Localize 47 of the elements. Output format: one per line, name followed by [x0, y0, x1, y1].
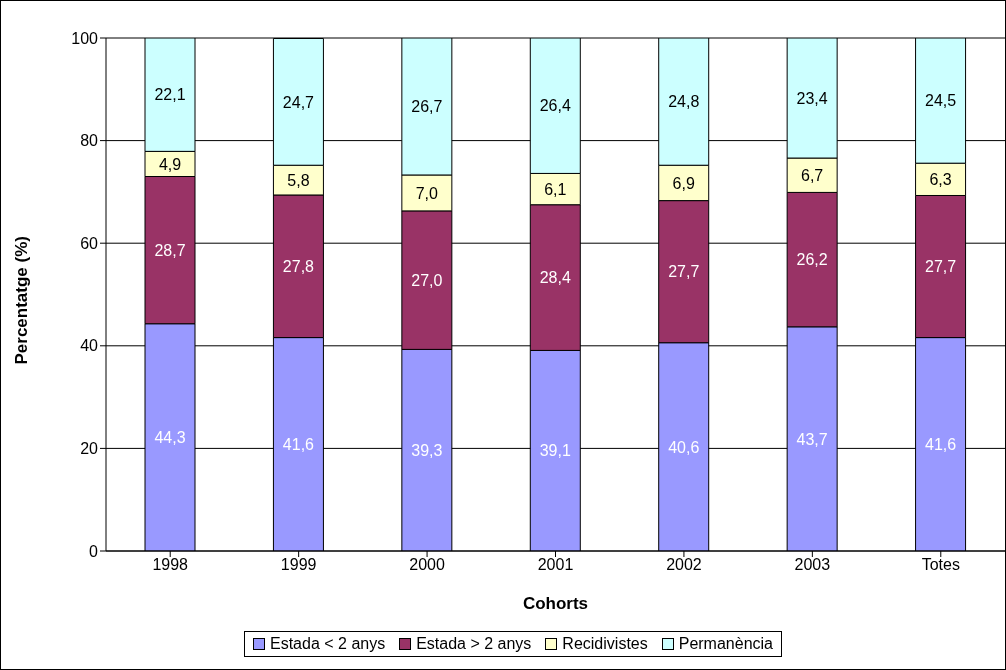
data-label: 27,7 [925, 258, 957, 276]
x-tick-label: Totes [921, 556, 960, 574]
data-label: 26,2 [796, 251, 828, 269]
y-tick-label: 0 [89, 542, 99, 560]
data-label: 6,3 [929, 171, 952, 189]
y-tick-label: 40 [80, 337, 99, 355]
data-label: 27,8 [282, 257, 315, 275]
data-label: 41,6 [925, 435, 957, 453]
y-tick-label: 80 [80, 132, 99, 150]
data-label: 40,6 [668, 438, 700, 456]
data-label: 7,0 [415, 184, 439, 202]
data-label: 4,9 [158, 155, 182, 173]
data-label: 44,3 [154, 429, 186, 447]
legend-label: Recidivistes [562, 635, 648, 653]
data-label: 24,8 [668, 93, 700, 111]
data-label: 43,7 [796, 430, 828, 448]
x-tick-label: 2000 [409, 556, 445, 574]
legend-label: Permanència [678, 635, 773, 653]
y-tick-label: 100 [71, 29, 99, 47]
y-tick-label: 60 [80, 234, 99, 252]
data-label: 26,4 [539, 97, 571, 115]
data-label: 24,7 [282, 93, 315, 111]
x-tick-label: 1999 [280, 556, 317, 574]
x-tick-label: 2002 [666, 556, 702, 574]
legend-label: Estada > 2 anys [416, 635, 532, 653]
x-tick-label: 2001 [537, 556, 574, 574]
data-label: 23,4 [796, 89, 828, 107]
data-label: 6,9 [672, 174, 695, 192]
y-axis-title: Percentatge (%) [12, 236, 32, 365]
legend-label: Estada < 2 anys [269, 635, 386, 653]
data-label: 28,4 [539, 269, 571, 287]
data-label: 22,1 [154, 86, 186, 104]
x-tick-label: 1998 [152, 556, 189, 574]
data-label: 26,7 [411, 98, 443, 116]
data-label: 24,5 [925, 92, 957, 110]
x-tick-label: 2003 [794, 556, 831, 574]
data-label: 28,7 [154, 241, 186, 259]
data-label: 39,3 [411, 441, 443, 459]
data-label: 39,1 [539, 442, 571, 460]
y-tick-label: 20 [80, 440, 99, 458]
x-axis-title: Cohorts [522, 594, 589, 613]
data-label: 6,7 [801, 166, 824, 184]
data-label: 6,1 [544, 180, 567, 198]
data-label: 27,0 [411, 271, 443, 289]
data-label: 41,6 [282, 435, 315, 453]
data-label: 27,7 [668, 263, 700, 281]
data-label: 5,8 [287, 171, 310, 189]
